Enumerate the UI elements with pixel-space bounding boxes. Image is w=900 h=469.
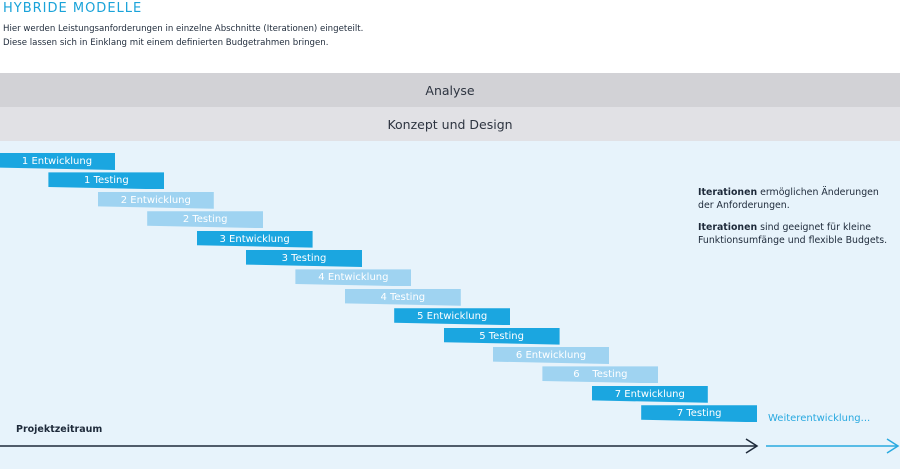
iteration-step: 5 Entwicklung [394, 308, 511, 326]
phase-analyse: Analyse [0, 73, 900, 107]
iteration-step: 5 Testing [443, 327, 560, 345]
note2-bold: Iterationen [698, 222, 758, 233]
phase-analyse-label: Analyse [425, 82, 475, 98]
iteration-step: 6 Entwicklung [493, 347, 609, 364]
timeline-arrow-continuation [766, 438, 900, 454]
phase-konzept-design: Konzept und Design [0, 107, 900, 141]
note1-bold: Iterationen [698, 187, 758, 198]
iteration-step: 7 Entwicklung [591, 385, 708, 403]
subtitle-line-2: Diese lassen sich in Einklang mit einem … [3, 38, 329, 48]
iteration-step: 6 Testing [542, 366, 659, 384]
iteration-step: 1 Entwicklung [0, 153, 115, 170]
subtitle-line-1: Hier werden Leistungsanforderungen in ei… [3, 24, 364, 34]
timeline-arrow-main [0, 438, 759, 454]
phase-konzept-label: Konzept und Design [387, 116, 513, 132]
iteration-step: 2 Entwicklung [97, 191, 214, 209]
iteration-step: 4 Entwicklung [295, 269, 412, 287]
note2-text: sind geeignet für kleine Funktionsumfäng… [698, 222, 888, 246]
iteration-step: 1 Testing [48, 172, 165, 190]
note-iterations-budgets: Iterationen sind geeignet für kleine Fun… [698, 222, 888, 247]
continuation-label: Weiterentwicklung... [768, 413, 871, 424]
iteration-step: 3 Entwicklung [196, 230, 313, 248]
timeline-label: Projektzeitraum [16, 424, 103, 435]
page-subtitle: Hier werden Leistungsanforderungen in ei… [3, 22, 363, 50]
page-title: HYBRIDE MODELLE [3, 1, 143, 16]
iteration-step: 2 Testing [147, 211, 264, 229]
note-iterations-changes: Iterationen ermöglichen Änderungen der A… [698, 187, 888, 212]
iteration-step: 4 Testing [344, 288, 461, 306]
note1-text: ermöglichen Änderungen der Anforderungen… [698, 187, 879, 211]
iteration-step: 7 Testing [641, 405, 758, 423]
iteration-step: 3 Testing [246, 250, 362, 267]
